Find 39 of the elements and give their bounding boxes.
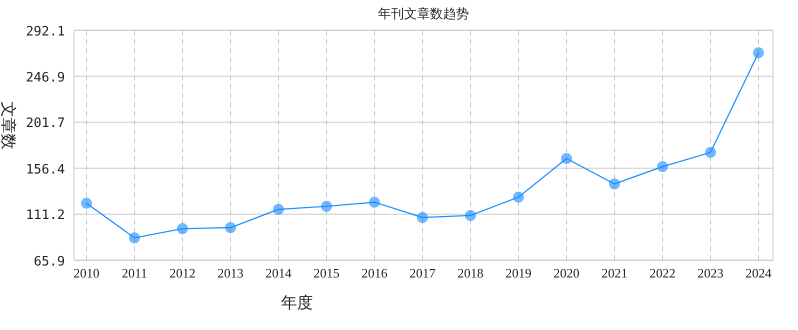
- x-tick-label: 2017: [410, 265, 436, 280]
- x-tick-label: 2014: [266, 265, 292, 280]
- y-tick-label: 201.7: [26, 116, 65, 132]
- x-tick-label: 2016: [362, 265, 388, 280]
- point: [225, 222, 236, 234]
- x-tick-label: 2018: [458, 265, 484, 280]
- point: [513, 192, 524, 203]
- x-tick-label: 2021: [602, 265, 628, 280]
- x-tick-label: 2019: [506, 265, 532, 280]
- x-tick-label: 2022: [650, 265, 676, 280]
- point: [129, 232, 140, 244]
- chart-title: 年刊文章数趋势: [378, 7, 469, 22]
- point: [321, 200, 332, 212]
- x-tick-label: 2013: [218, 265, 244, 280]
- point: [561, 153, 572, 164]
- y-axis-title: 文章数: [0, 101, 18, 150]
- point: [369, 196, 380, 208]
- point: [705, 146, 716, 158]
- y-tick-label: 65.9: [34, 254, 65, 270]
- y-tick-label: 156.4: [26, 162, 66, 178]
- y-tick-label: 292.1: [26, 24, 65, 40]
- x-tick-label: 2011: [122, 265, 148, 280]
- x-axis-title: 年度: [281, 293, 313, 312]
- x-tick-label: 2015: [314, 265, 340, 280]
- x-tick-label: 2024: [746, 265, 772, 280]
- point: [177, 223, 188, 234]
- point: [609, 178, 620, 190]
- y-tick-label: 111.2: [26, 208, 65, 224]
- point: [657, 161, 668, 172]
- x-tick-label: 2023: [698, 265, 724, 280]
- y-tick-label: 246.9: [26, 70, 65, 86]
- point: [753, 47, 764, 58]
- x-tick-label: 2020: [554, 265, 580, 280]
- point: [417, 212, 428, 223]
- x-tick-label: 2012: [170, 265, 196, 280]
- point: [273, 204, 284, 215]
- point: [465, 210, 476, 221]
- x-tick-label: 2010: [74, 265, 100, 280]
- point: [81, 198, 92, 209]
